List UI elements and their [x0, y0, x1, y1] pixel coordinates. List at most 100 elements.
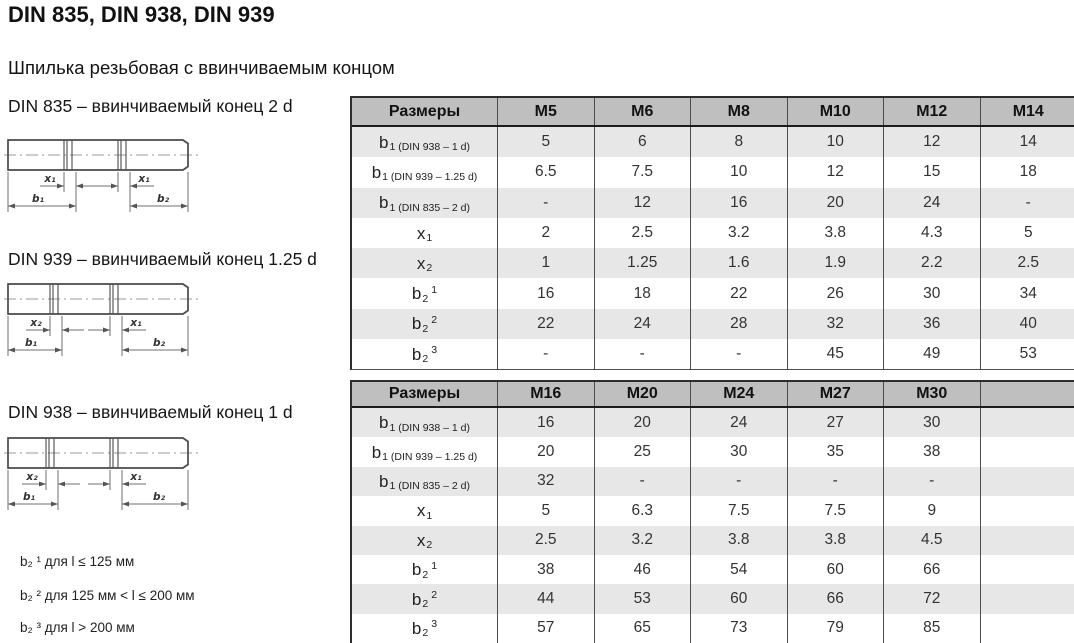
- table-cell: 3.2: [690, 217, 787, 249]
- table-row: x 2 1 1.25 1.6 1.9 2.2 2.5: [352, 248, 1074, 279]
- table-header-row: Размеры M5 M6 M8 M10 M12 M14: [352, 98, 1074, 127]
- table-cell: 20: [497, 437, 594, 467]
- footnote-b2-1: b₂ ¹ для l ≤ 125 мм: [20, 554, 135, 569]
- table-row: b 2 1 16 18 22 26 30 34: [352, 278, 1074, 309]
- arrowhead: [58, 481, 65, 487]
- dim-label-left-b: b₁: [25, 337, 38, 349]
- table-row: x 1 2 2.5 3.2 3.8 4.3 5: [352, 217, 1074, 249]
- table-header-col: M6: [593, 98, 691, 125]
- table-header-col: M12: [883, 98, 980, 125]
- arrowhead: [181, 501, 188, 507]
- table-cell: 6.5: [497, 157, 594, 188]
- arrowhead: [122, 327, 129, 333]
- dim-label-left-x: x₂: [29, 317, 42, 329]
- table-cell: 6.3: [593, 496, 691, 526]
- table-cell: 28: [690, 308, 787, 340]
- table-cell: 2.5: [497, 525, 594, 555]
- table-cell: [979, 466, 1074, 497]
- arrowhead: [8, 501, 15, 507]
- table-cell: 2: [497, 217, 594, 249]
- table-cell: [979, 496, 1074, 526]
- page-title: DIN 835, DIN 938, DIN 939: [8, 2, 275, 27]
- table-cell: [979, 554, 1074, 585]
- table-cell: 2.5: [593, 217, 691, 249]
- table-cell: 14: [979, 127, 1074, 158]
- footnote-b2-2: b₂ ² для 125 мм < l ≤ 200 мм: [20, 588, 195, 603]
- arrowhead: [43, 327, 50, 333]
- table-cell: -: [593, 466, 691, 497]
- table-cell: -: [497, 187, 594, 218]
- size-table-m16-m30: Размеры M16 M20 M24 M27 M30 b 1 (DIN 938 – 1 d)…: [350, 380, 1074, 643]
- row-label-part: b: [411, 284, 422, 304]
- drawing-caption-din938: DIN 938 – ввинчиваемый конец 1 d: [8, 402, 293, 422]
- arrowhead: [8, 347, 15, 353]
- table-cell: 2.2: [883, 248, 980, 279]
- table-cell: 66: [883, 554, 980, 585]
- table-cell: 34: [979, 278, 1074, 309]
- table-header-sizes: Размеры: [388, 385, 461, 402]
- table-cell: 18: [593, 278, 691, 309]
- row-label-part: 2: [422, 627, 429, 640]
- table-cell: 7.5: [786, 496, 884, 526]
- arrowhead: [39, 481, 46, 487]
- row-label-part: b: [371, 442, 382, 462]
- stud-body: [7, 139, 189, 171]
- table-cell: 9: [883, 496, 980, 526]
- table-cell: 38: [497, 554, 594, 585]
- table-cell: 10: [690, 157, 787, 188]
- table-cell: 53: [979, 339, 1074, 370]
- footnote-b2-3: b₂ ³ для l > 200 мм: [20, 620, 135, 635]
- dim-label-right-b: b₂: [153, 491, 166, 503]
- table-header-col: M20: [593, 382, 691, 406]
- table-cell: [979, 584, 1074, 614]
- table-cell: -: [593, 339, 691, 370]
- table-cell: [979, 437, 1074, 467]
- table-cell: 35: [786, 437, 884, 467]
- table-cell: 30: [883, 278, 980, 309]
- arrowhead: [69, 203, 76, 209]
- table-cell: 36: [883, 308, 980, 340]
- table-cell: 20: [593, 408, 691, 438]
- table-cell: 24: [593, 308, 691, 340]
- table-cell: 27: [786, 408, 884, 438]
- row-label-part: 1: [431, 559, 438, 572]
- table-cell: 72: [883, 584, 980, 614]
- table-row: b 2 2 44 53 60 66 72: [352, 584, 1074, 614]
- table-cell: 79: [786, 613, 884, 643]
- table-cell: 12: [786, 157, 884, 188]
- table-cell: 24: [690, 408, 787, 438]
- drawing-caption-din939: DIN 939 – ввинчиваемый конец 1.25 d: [8, 249, 317, 269]
- row-label-part: 2: [431, 313, 438, 326]
- table-header-col: M27: [786, 382, 884, 406]
- din835-stud-drawing: x₁ x₁ b₁ b₂: [4, 139, 198, 212]
- row-label-part: 1: [426, 509, 433, 522]
- table-cell: 15: [883, 157, 980, 188]
- table-row: b 2 3 57 65 73 79 85: [352, 613, 1074, 643]
- arrowhead: [181, 203, 188, 209]
- table-cell: 26: [786, 278, 884, 309]
- table-cell: 66: [786, 584, 884, 614]
- table-cell: 5: [497, 496, 594, 526]
- table-cell: -: [690, 466, 787, 497]
- arrowhead: [55, 347, 62, 353]
- arrowhead: [130, 203, 137, 209]
- row-label-part: b: [411, 314, 422, 334]
- row-label-part: 3: [431, 618, 438, 631]
- table-cell: 7.5: [690, 496, 787, 526]
- row-label-part: x: [416, 530, 426, 550]
- table-cell: -: [786, 466, 884, 497]
- row-label-part: b: [411, 344, 422, 364]
- page-subtitle: Шпилька резьбовая с ввинчиваемым концом: [8, 57, 395, 78]
- table-row: x 2 2.5 3.2 3.8 3.8 4.5: [352, 525, 1074, 555]
- table-cell: 46: [593, 554, 691, 585]
- table-cell: 30: [883, 408, 980, 438]
